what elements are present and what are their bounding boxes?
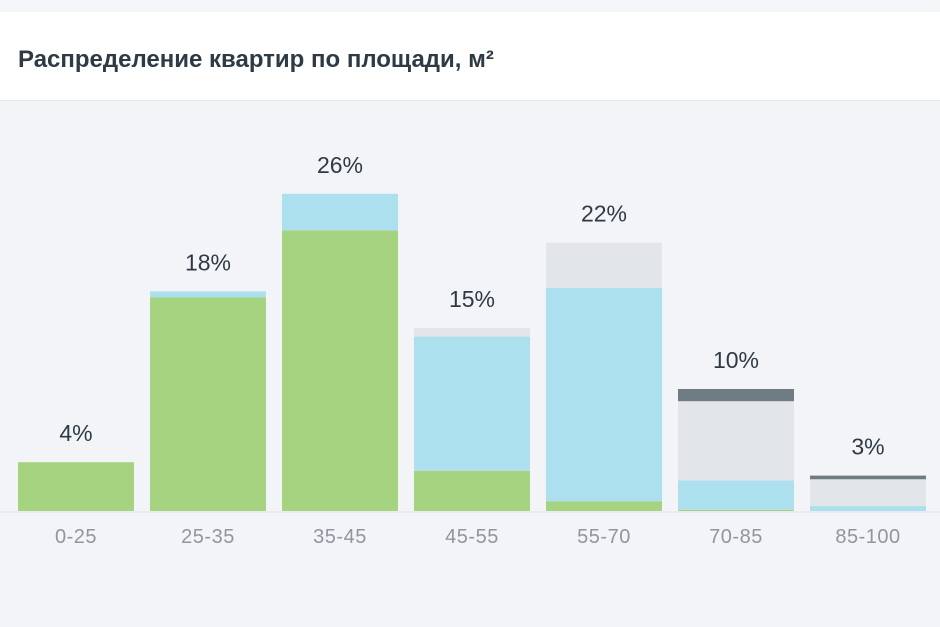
bar-segment-35-45-s0: [282, 230, 398, 511]
bar-segment-45-55-s0: [414, 470, 530, 511]
chart-title: Распределение квартир по площади, м²: [18, 46, 494, 73]
value-label-85-100: 3%: [851, 434, 884, 460]
bar-segment-85-100-s3: [810, 475, 926, 480]
bar-segment-70-85-s0: [678, 509, 794, 511]
bar-segment-35-45-s1: [282, 193, 398, 231]
bar-segment-25-35-s0: [150, 297, 266, 511]
x-tick-label-25-35: 25-35: [181, 526, 235, 548]
x-tick-label-55-70: 55-70: [577, 526, 631, 548]
bar-segment-85-100-s2: [810, 479, 926, 507]
bar-segment-70-85-s3: [678, 389, 794, 402]
value-label-0-25: 4%: [59, 420, 92, 446]
x-tick-label-70-85: 70-85: [709, 526, 763, 548]
bar-segment-45-55-s1: [414, 336, 530, 471]
x-tick-label-35-45: 35-45: [313, 526, 367, 548]
value-label-70-85: 10%: [713, 347, 759, 373]
bar-segment-0-25-s0: [18, 462, 134, 511]
bar-segment-55-70-s1: [546, 287, 662, 502]
bar-segment-45-55-s2: [414, 328, 530, 337]
bar-segment-70-85-s2: [678, 401, 794, 481]
value-label-55-70: 22%: [581, 201, 627, 227]
header-divider: [0, 100, 940, 101]
bar-segment-55-70-s0: [546, 501, 662, 511]
x-tick-labels-group: 0-25 25-35 35-45 45-55 55-70 70-85 85-100: [55, 526, 900, 548]
x-tick-label-45-55: 45-55: [445, 526, 499, 548]
value-label-25-35: 18%: [185, 249, 231, 275]
chart-header: [0, 12, 940, 100]
x-tick-label-85-100: 85-100: [835, 526, 900, 548]
bar-segment-55-70-s2: [546, 242, 662, 288]
bar-segment-70-85-s1: [678, 480, 794, 510]
value-label-45-55: 15%: [449, 286, 495, 312]
bar-segment-25-35-s1: [150, 291, 266, 298]
value-labels-group: 4% 18% 26% 15% 22% 10% 3%: [59, 152, 884, 460]
value-label-35-45: 26%: [317, 152, 363, 178]
bar-segment-85-100-s1: [810, 506, 926, 511]
x-tick-label-0-25: 0-25: [55, 526, 97, 548]
bars-group: [18, 193, 926, 511]
